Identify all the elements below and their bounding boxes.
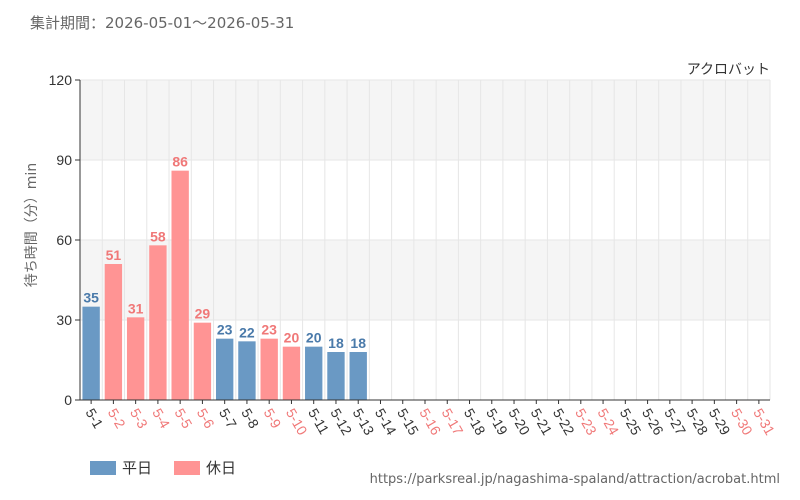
period-label: 集計期間：2026-05-01～2026-05-31 <box>30 14 295 32</box>
bar <box>327 352 345 400</box>
data-label: 35 <box>83 290 99 306</box>
bar <box>260 338 278 400</box>
data-label: 18 <box>328 335 344 351</box>
y-axis-label: 待ち時間（分）min <box>24 163 40 287</box>
legend-swatch-holiday <box>174 460 201 475</box>
legend-label-weekday: 平日 <box>122 459 153 477</box>
bar <box>171 170 189 400</box>
chart-title: アクロバット <box>687 62 770 78</box>
x-tick-label: 5-2 <box>105 406 129 432</box>
data-label: 23 <box>217 322 233 338</box>
x-tick-label: 5-16 <box>416 406 444 438</box>
x-tick-label: 5-15 <box>394 406 422 438</box>
data-label: 58 <box>150 228 166 244</box>
x-tick-label: 5-17 <box>439 406 467 438</box>
x-tick-label: 5-1 <box>83 406 107 432</box>
x-tick-label: 5-21 <box>528 406 556 438</box>
data-label: 22 <box>239 324 255 340</box>
bar <box>349 352 367 400</box>
y-tick-label: 60 <box>56 232 72 248</box>
bar <box>126 317 145 400</box>
y-tick-label: 90 <box>56 152 72 168</box>
bar <box>82 306 100 400</box>
x-tick-label: 5-23 <box>572 406 600 438</box>
plot-band <box>80 80 770 160</box>
bar <box>215 338 234 400</box>
data-label: 31 <box>128 300 144 316</box>
plot-band <box>80 240 770 320</box>
data-label: 20 <box>306 330 322 346</box>
x-tick-label: 5-8 <box>238 406 262 432</box>
bar <box>238 341 256 400</box>
bar <box>305 346 323 400</box>
x-tick-label: 5-20 <box>505 406 533 438</box>
x-tick-label: 5-11 <box>305 406 332 438</box>
x-tick-label: 5-30 <box>728 406 756 438</box>
x-tick-label: 5-19 <box>483 406 511 438</box>
data-label: 86 <box>172 154 188 170</box>
x-tick-label: 5-26 <box>639 406 667 438</box>
y-tick-label: 30 <box>56 312 72 328</box>
legend-label-holiday: 休日 <box>206 459 237 477</box>
data-label: 29 <box>195 306 211 322</box>
x-tick-label: 5-29 <box>706 406 734 438</box>
x-tick-label: 5-6 <box>194 406 218 432</box>
x-tick-label: 5-27 <box>661 406 689 438</box>
data-label: 20 <box>284 330 300 346</box>
x-tick-label: 5-13 <box>350 406 378 438</box>
x-tick-label: 5-10 <box>283 406 311 438</box>
x-tick-label: 5-24 <box>594 406 622 438</box>
x-tick-label: 5-18 <box>461 406 489 438</box>
x-tick-label: 5-31 <box>750 406 778 438</box>
x-tick-label: 5-14 <box>372 406 400 438</box>
bar <box>193 322 212 400</box>
x-tick-label: 5-9 <box>261 406 285 432</box>
data-label: 51 <box>106 247 122 263</box>
legend: 平日 休日 <box>90 457 258 478</box>
legend-swatch-weekday <box>90 460 116 475</box>
x-tick-label: 5-12 <box>327 406 355 438</box>
x-tick-label: 5-5 <box>172 406 196 432</box>
bar <box>282 346 301 400</box>
x-tick-label: 5-3 <box>127 406 151 432</box>
data-label: 23 <box>261 322 277 338</box>
x-tick-label: 5-22 <box>550 406 578 438</box>
x-tick-label: 5-25 <box>617 406 645 438</box>
x-tick-label: 5-7 <box>216 406 240 432</box>
bar <box>104 264 123 400</box>
legend-item-weekday[interactable]: 平日 <box>90 457 152 478</box>
y-tick-label: 120 <box>49 72 73 88</box>
x-tick-label: 5-4 <box>149 406 173 432</box>
bar <box>149 245 167 400</box>
y-tick-label: 0 <box>64 392 72 408</box>
source-url[interactable]: https://parksreal.jp/nagashima-spaland/a… <box>369 472 780 487</box>
legend-item-holiday[interactable]: 休日 <box>174 457 236 478</box>
x-tick-label: 5-28 <box>683 406 711 438</box>
data-label: 18 <box>350 335 366 351</box>
